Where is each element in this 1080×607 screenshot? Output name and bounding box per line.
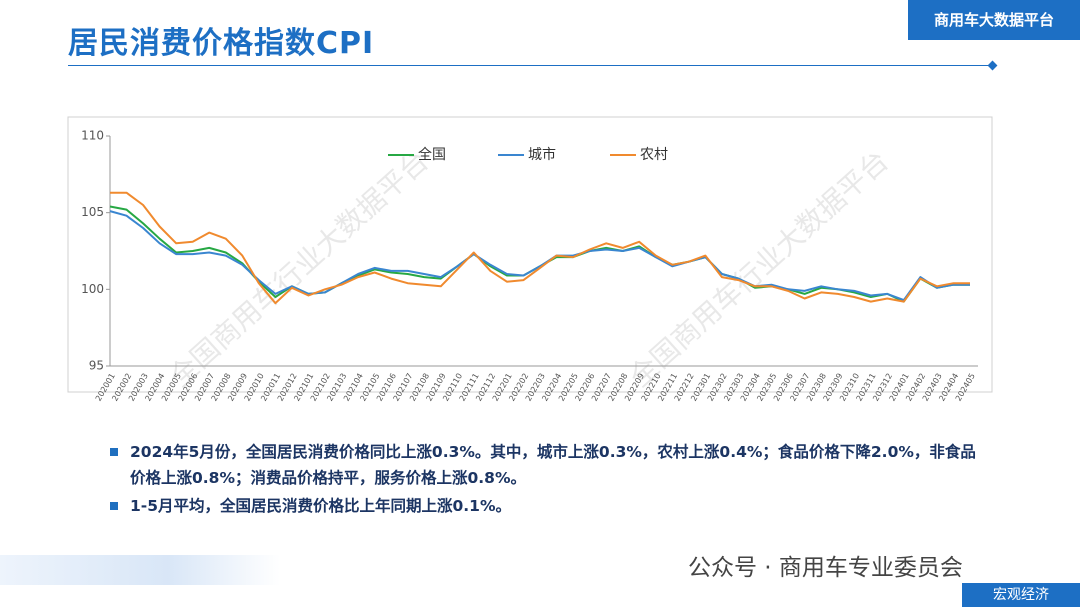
footer-tag: 宏观经济	[962, 583, 1080, 607]
chart: 全国商用车行业大数据平台 全国商用车行业大数据平台 95100105110202…	[67, 116, 993, 403]
wechat-footer: 公众号 · 商用车专业委员会	[688, 555, 963, 581]
bullet-text: 1-5月平均，全国居民消费价格比上年同期上涨0.1%。	[110, 493, 980, 519]
y-tick-label: 110	[81, 129, 104, 143]
slide-title: 居民消费价格指数CPI	[68, 26, 375, 61]
title-rule	[68, 65, 993, 66]
legend-label: 城市	[528, 146, 556, 163]
y-tick-label: 105	[81, 205, 104, 219]
series-line	[110, 191, 970, 305]
legend-label: 全国	[418, 146, 446, 163]
y-tick-label: 100	[81, 282, 104, 296]
platform-badge: 商用车大数据平台	[908, 0, 1080, 40]
legend-label: 农村	[640, 147, 668, 163]
bullet-text: 2024年5月份，全国居民消费价格同比上涨0.3%。其中，城市上涨0.3%，农村…	[110, 439, 980, 491]
footer-decoration	[0, 555, 280, 585]
y-tick-label: 95	[89, 359, 104, 373]
